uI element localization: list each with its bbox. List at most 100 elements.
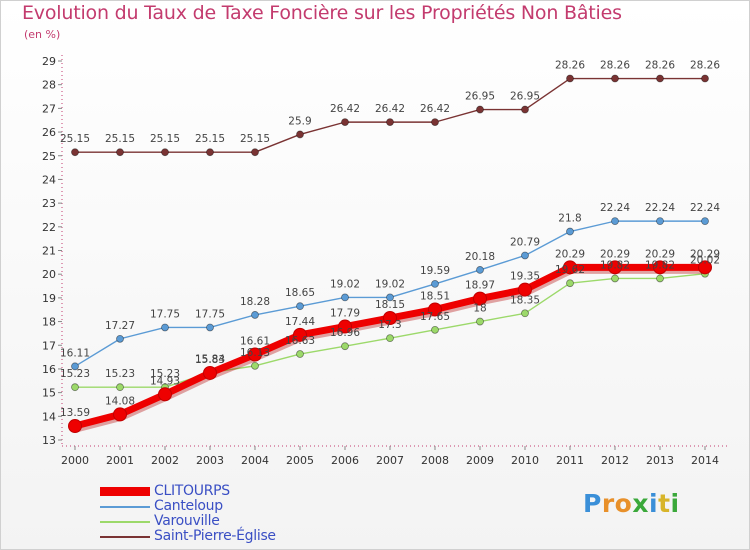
y-tick-label: 25	[42, 150, 56, 163]
legend-item-varouville: Varouville	[100, 514, 330, 529]
data-label-canteloup: 17.27	[105, 320, 135, 332]
y-tick-label: 24	[42, 173, 56, 186]
data-label-varouville: 16.63	[285, 335, 315, 347]
data-point-varouville	[116, 383, 124, 392]
data-point-canteloup	[206, 323, 214, 332]
legend-label-saint-pierre-eglise: Saint-Pierre-Église	[154, 528, 276, 544]
data-point-clitourps	[293, 327, 307, 342]
x-tick-label: 2001	[106, 454, 134, 467]
data-point-clitourps	[428, 302, 442, 317]
data-point-saint-pierre-eglise	[431, 118, 439, 127]
logo-letter: o	[614, 489, 633, 518]
data-point-saint-pierre-eglise	[476, 105, 484, 114]
data-label-clitourps: 18.51	[420, 290, 450, 302]
data-label-clitourps: 18.15	[375, 299, 405, 311]
data-label-clitourps: 15.83	[195, 354, 225, 366]
data-label-varouville: 15.23	[60, 368, 90, 380]
data-point-clitourps	[653, 260, 667, 275]
x-tick-label: 2013	[646, 454, 674, 467]
data-point-canteloup	[251, 311, 259, 319]
legend-swatch-canteloup	[100, 506, 150, 508]
y-tick-label: 26	[42, 126, 56, 139]
data-label-canteloup: 22.24	[690, 202, 720, 214]
data-point-varouville	[611, 274, 619, 283]
data-point-varouville	[71, 383, 79, 392]
data-label-clitourps: 20.29	[600, 248, 630, 260]
axes: 13 14 15 16 17 18 19 20 21 22 23 24 25 26 27 28 29 2000 20…	[42, 55, 727, 467]
data-label-saint-pierre-eglise: 25.15	[150, 133, 180, 145]
x-tick-label: 2000	[61, 454, 89, 467]
data-label-saint-pierre-eglise: 28.26	[555, 60, 585, 72]
data-label-clitourps: 19.35	[510, 271, 540, 283]
data-label-saint-pierre-eglise: 28.26	[600, 60, 630, 72]
logo-letter: i	[670, 489, 680, 518]
data-point-clitourps	[203, 365, 217, 380]
y-tick-label: 29	[42, 55, 56, 68]
data-labels-layer: 25.15 25.15 25.15 25.15 25.15 25.9 26.42 26.42 2…	[60, 60, 720, 419]
data-point-clitourps	[338, 319, 352, 334]
y-tick-label: 23	[42, 197, 56, 210]
data-label-varouville: 16.96	[330, 327, 360, 339]
data-point-saint-pierre-eglise	[611, 74, 619, 83]
y-tick-label: 20	[42, 268, 56, 281]
data-label-varouville: 19.62	[555, 264, 585, 276]
legend-label-canteloup: Canteloup	[154, 498, 223, 514]
data-point-varouville	[296, 350, 304, 358]
y-tick-label: 18	[42, 316, 56, 329]
logo-letter: t	[658, 489, 671, 518]
legend-swatch-clitourps	[100, 487, 150, 496]
data-point-saint-pierre-eglise	[116, 148, 124, 157]
data-label-varouville: 16.13	[240, 347, 270, 359]
data-point-clitourps	[113, 407, 127, 422]
series-clitourps	[68, 260, 712, 434]
data-label-canteloup: 18.28	[240, 296, 270, 308]
data-label-clitourps: 20.29	[555, 248, 585, 260]
data-label-saint-pierre-eglise: 26.95	[510, 91, 540, 103]
data-label-varouville: 19.82	[600, 259, 630, 271]
data-point-clitourps	[608, 260, 622, 275]
legend-label-clitourps: CLITOURPS	[154, 483, 230, 499]
series-line-clitourps	[74, 263, 705, 430]
chart-unit-label: (en %)	[24, 28, 61, 41]
y-tick-label: 28	[42, 79, 56, 92]
data-point-varouville	[341, 342, 349, 351]
data-point-canteloup	[116, 334, 124, 343]
data-label-canteloup: 20.18	[465, 251, 495, 263]
x-tick-label: 2006	[331, 454, 359, 467]
data-point-varouville	[251, 361, 259, 370]
chart-title: Evolution du Taux de Taxe Foncière sur l…	[22, 2, 622, 24]
y-tick-label: 22	[42, 221, 56, 234]
data-label-clitourps: 20.29	[645, 248, 675, 260]
data-point-saint-pierre-eglise	[566, 74, 574, 83]
x-tick-label: 2008	[421, 454, 449, 467]
data-label-varouville: 15.23	[105, 368, 135, 380]
y-tick-label: 15	[42, 387, 56, 400]
data-point-saint-pierre-eglise	[296, 130, 304, 139]
logo-letter: x	[632, 489, 649, 518]
data-point-varouville	[386, 334, 394, 343]
series-layer	[68, 74, 712, 434]
data-point-saint-pierre-eglise	[71, 148, 79, 157]
data-point-canteloup	[566, 227, 574, 236]
legend-label-varouville: Varouville	[154, 513, 220, 529]
x-tick-label: 2014	[691, 454, 719, 467]
x-tick-label: 2012	[601, 454, 629, 467]
legend-item-saint-pierre-eglise: Saint-Pierre-Église	[100, 529, 330, 544]
y-tick-label: 19	[42, 292, 56, 305]
data-point-canteloup	[71, 362, 79, 371]
data-label-varouville: 17.3	[378, 319, 401, 331]
y-tick-label: 16	[42, 363, 56, 376]
x-tick-label: 2007	[376, 454, 404, 467]
data-label-varouville: 19.82	[645, 259, 675, 271]
data-label-canteloup: 18.65	[285, 287, 315, 299]
data-label-canteloup: 19.59	[420, 265, 450, 277]
data-point-canteloup	[476, 266, 484, 274]
y-tick-label: 27	[42, 102, 56, 115]
legend-swatch-varouville	[100, 521, 150, 523]
logo-letter: r	[601, 489, 615, 518]
data-label-saint-pierre-eglise: 26.42	[375, 103, 405, 115]
data-label-varouville: 15.23	[150, 368, 180, 380]
data-point-saint-pierre-eglise	[521, 105, 529, 114]
legend-swatch-saint-pierre-eglise	[100, 536, 150, 538]
